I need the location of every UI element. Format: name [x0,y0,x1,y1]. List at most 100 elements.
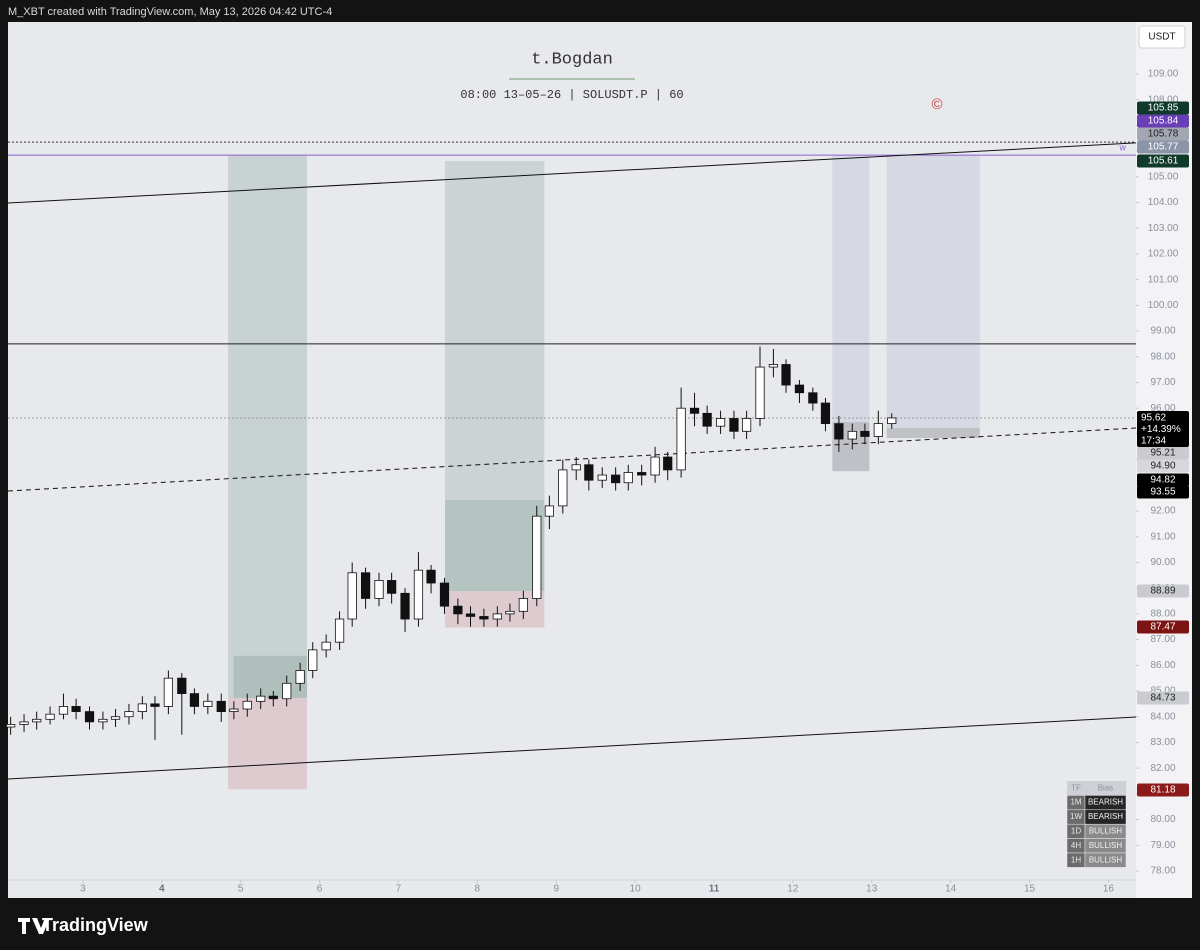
zone [886,427,980,439]
candle-body [532,515,542,599]
candle-body [268,695,278,700]
price-badge [1137,783,1189,797]
candle-body [571,464,581,471]
y-tick-label: 79.00 [1150,840,1175,851]
annotation: © [931,96,942,113]
candle-body [847,430,857,440]
price-badge-label: 105.77 [1148,142,1179,153]
price-badge [1137,140,1189,154]
x-tick-label: 3 [80,884,86,895]
candle-body [242,700,252,710]
chart-subtitle: 08:00 13–05–26 | SOLUSDT.P | 60 [460,88,683,102]
trendline [7,716,1137,780]
x-tick-label: 15 [1024,884,1036,895]
x-tick-label: 5 [238,884,244,895]
candle-body [84,711,95,723]
candle-body [137,703,147,712]
y-tick-label: 98.00 [1150,351,1175,362]
candle-body [32,718,42,723]
price-badge-label: 81.18 [1150,785,1175,796]
candle-body [282,682,292,700]
table-tf: 1W [1070,812,1082,821]
x-tick-label: 9 [553,884,559,895]
last-price-label: 95.62 [1141,413,1166,424]
table-bias: BEARISH [1088,798,1123,807]
zone [886,154,980,428]
candle-body [623,472,633,484]
price-badge-label: 105.84 [1148,116,1179,127]
y-tick-label: 80.00 [1150,814,1175,825]
table-header: Bias [1098,783,1114,792]
price-badge-label: 105.61 [1148,156,1179,167]
price-badge [1137,485,1189,499]
price-badge-label: 95.21 [1150,448,1175,459]
price-badge [1137,459,1189,473]
chart-title: t.Bogdan [531,50,613,69]
y-tick-label: 109.00 [1148,69,1179,80]
y-tick-label: 108.00 [1148,94,1179,105]
candle-body [518,598,528,612]
bias-table: TF Bias 1M BEARISH 1W BEARISH 1D BULLISH 4H BULLI… [1066,781,1127,868]
price-badge [1137,127,1189,141]
candle-body [295,670,305,684]
price-badge-label: 88.89 [1150,586,1175,597]
x-tick-label: 8 [475,884,481,895]
candle-body [45,713,55,720]
y-tick-label: 103.00 [1148,223,1179,234]
candle-body [203,700,213,707]
candle-body [768,364,779,368]
y-tick-label: 84.00 [1150,711,1175,722]
table-tf: 1D [1071,827,1081,836]
zone [228,154,307,698]
y-tick-label: 91.00 [1150,531,1175,542]
x-tick-label: 7 [396,884,402,895]
price-badge [1137,620,1189,634]
table-bias: BULLISH [1089,855,1123,864]
candle-body [229,708,239,712]
y-tick-label: 102.00 [1148,249,1179,260]
candle-body [794,384,805,394]
price-badge [1137,691,1189,705]
candle-body [71,706,81,712]
y-tick-label: 99.00 [1150,326,1175,337]
currency: USDT [1148,32,1175,43]
price-badge-label: 105.85 [1148,103,1179,114]
zone [832,154,870,431]
currency-box[interactable] [1138,25,1186,49]
candle-body [189,693,200,707]
candle-body [820,402,831,425]
x-tick-label: 4 [159,884,165,895]
last-price-countdown: 17:34 [1141,436,1166,447]
candle-body [19,721,29,725]
price-badge-label: 94.82 [1150,475,1175,486]
candle-body [216,700,226,712]
x-tick-label: 6 [317,884,323,895]
table-bias-cell [1084,852,1127,868]
candle-body [611,474,621,484]
y-tick-label: 96.00 [1150,403,1175,414]
logo-mark [18,918,50,934]
candle-body [650,456,660,476]
trendline [7,142,1137,204]
y-tick-label: 97.00 [1150,377,1175,388]
candle-body [689,407,700,414]
badges: 105.85 105.84 105.78 105.77 105.61 95.21 94.90… [1137,101,1189,797]
candle-body [873,423,883,437]
table-tf: 1M [1070,798,1081,807]
header-text: M_XBT created with TradingView.com, May … [8,6,332,18]
candle-body [597,474,607,481]
candle-body [6,724,16,728]
last-price-box [1137,411,1189,447]
candle-body [663,456,673,471]
price-badge-label: 105.78 [1148,129,1179,140]
candle-body [334,618,345,643]
y-tick-label: 105.00 [1148,171,1179,182]
price-badge-label: 94.90 [1150,461,1175,472]
price-badge [1137,584,1189,598]
candle-body [387,580,397,594]
candle-body [308,649,318,671]
candle-body [637,472,647,476]
table-tf: 4H [1071,841,1081,850]
